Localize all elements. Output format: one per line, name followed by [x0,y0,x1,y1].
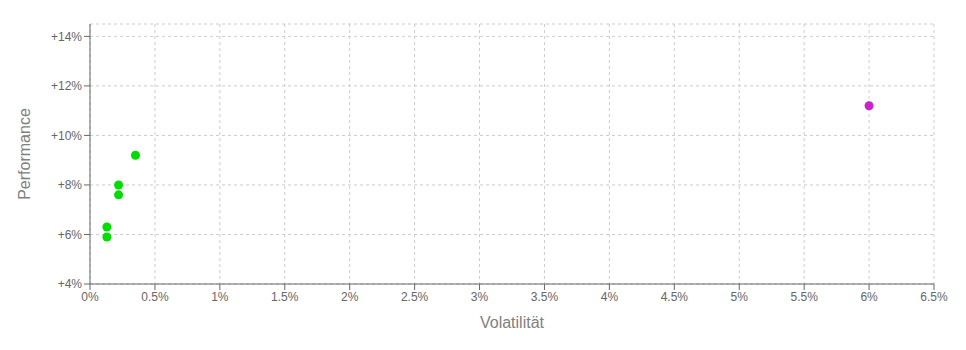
svg-text:2%: 2% [341,290,359,304]
svg-text:3.5%: 3.5% [531,290,559,304]
svg-text:Performance: Performance [16,108,33,200]
svg-text:4.5%: 4.5% [661,290,689,304]
svg-text:4%: 4% [601,290,619,304]
svg-text:6%: 6% [860,290,878,304]
svg-text:+14%: +14% [51,30,82,44]
svg-text:2.5%: 2.5% [401,290,429,304]
svg-text:1%: 1% [211,290,229,304]
svg-text:5%: 5% [731,290,749,304]
svg-text:+4%: +4% [58,277,83,291]
svg-text:+6%: +6% [58,228,83,242]
svg-text:+10%: +10% [51,129,82,143]
svg-text:Volatilität: Volatilität [480,314,545,331]
svg-text:+8%: +8% [58,178,83,192]
svg-text:0.5%: 0.5% [141,290,169,304]
svg-text:3%: 3% [471,290,489,304]
svg-text:1.5%: 1.5% [271,290,299,304]
svg-text:0%: 0% [81,290,99,304]
svg-text:+12%: +12% [51,79,82,93]
svg-text:6.5%: 6.5% [920,290,948,304]
svg-text:5.5%: 5.5% [790,290,818,304]
